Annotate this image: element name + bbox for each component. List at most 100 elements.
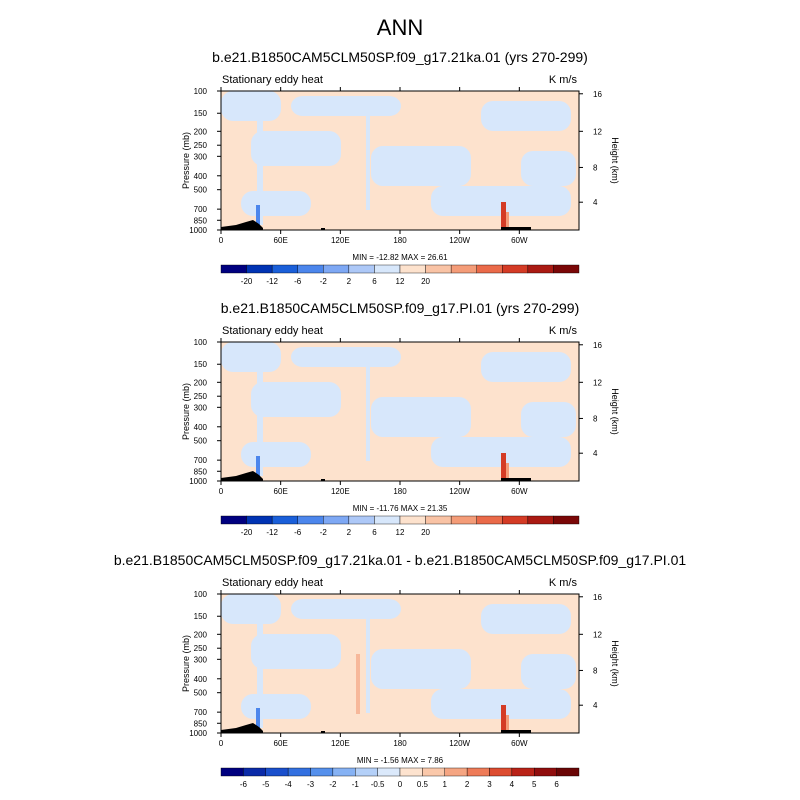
field-band [356, 654, 360, 714]
field-region [521, 402, 576, 437]
colorbar-swatch [243, 767, 266, 777]
colorbar-label: -6 [240, 780, 248, 789]
field-region [371, 397, 471, 437]
field-extreme-neg [256, 205, 260, 228]
colorbar-swatch [220, 767, 244, 777]
colorbar-swatch [527, 515, 554, 525]
panel-variable-label: Stationary eddy heat [222, 325, 323, 337]
colorbar-label: -12 [266, 528, 278, 537]
field-band [257, 357, 263, 476]
field-extreme-pos [501, 202, 506, 228]
colorbar-label: -6 [294, 528, 302, 537]
main-title: ANN [377, 15, 423, 40]
colorbar-label: 2 [347, 528, 352, 537]
colorbar-swatch [323, 515, 350, 525]
colorbar-label: -20 [241, 528, 253, 537]
height-tick-label: 8 [593, 666, 598, 675]
y-tick-label: 850 [194, 467, 208, 476]
y-tick-label: 100 [194, 338, 208, 347]
colorbar-swatch [246, 264, 273, 274]
y-tick-label: 400 [194, 172, 208, 181]
colorbar-swatch [246, 515, 273, 525]
field-band [366, 101, 370, 210]
y-tick-label: 1000 [189, 226, 207, 235]
panel-title: b.e21.B1850CAM5CLM50SP.f09_g17.21ka.01 (… [212, 49, 588, 65]
colorbar-swatch [297, 515, 324, 525]
field-region [371, 146, 471, 186]
y-tick-label: 850 [194, 216, 208, 225]
colorbar-swatch [527, 264, 554, 274]
y-tick-label: 500 [194, 437, 208, 446]
field-region [481, 101, 571, 131]
height-tick-label: 16 [593, 341, 602, 350]
colorbar-swatch [310, 767, 334, 777]
colorbar-swatch [444, 767, 468, 777]
x-tick-label: 60E [274, 487, 288, 496]
colorbar-label: -4 [285, 780, 293, 789]
field-band [257, 609, 263, 728]
height-tick-label: 4 [593, 198, 598, 207]
colorbar-label: -20 [241, 277, 253, 286]
y-tick-label: 150 [194, 612, 208, 621]
y-tick-label: 200 [194, 630, 208, 639]
y-tick-label: 500 [194, 186, 208, 195]
panel-variable-label: Stationary eddy heat [222, 74, 323, 86]
x-tick-label: 180 [393, 739, 407, 748]
x-tick-label: 60W [511, 487, 528, 496]
x-tick-label: 60E [274, 236, 288, 245]
colorbar-swatch [466, 767, 490, 777]
y-tick-label: 150 [194, 109, 208, 118]
x-tick-label: 0 [219, 487, 224, 496]
y-tick-label: 850 [194, 719, 208, 728]
y-tick-label: 250 [194, 392, 208, 401]
field-region [251, 382, 341, 417]
y-tick-label: 100 [194, 590, 208, 599]
colorbar-label: -2 [320, 528, 328, 537]
height-tick-label: 12 [593, 378, 602, 387]
colorbar-label: -12 [266, 277, 278, 286]
x-tick-label: 0 [219, 739, 224, 748]
y-tick-label: 500 [194, 689, 208, 698]
y-tick-label: 250 [194, 141, 208, 150]
colorbar-label: -3 [307, 780, 315, 789]
field-extreme-pos [501, 453, 506, 479]
colorbar-swatch [556, 767, 580, 777]
colorbar-label: 5 [532, 780, 537, 789]
y-tick-label: 300 [194, 152, 208, 161]
field-region [251, 131, 341, 166]
field-region [431, 186, 571, 216]
panel-title: b.e21.B1850CAM5CLM50SP.f09_g17.21ka.01 -… [114, 552, 687, 568]
field-region [291, 347, 401, 367]
colorbar-label: 1 [443, 780, 448, 789]
x-tick-label: 120E [331, 487, 350, 496]
panel-units-label: K m/s [549, 325, 578, 337]
y-tick-label: 400 [194, 675, 208, 684]
field-region [251, 634, 341, 669]
field-extreme-pos [506, 463, 509, 479]
colorbar-swatch [220, 264, 247, 274]
colorbar-swatch [332, 767, 356, 777]
colorbar-swatch [287, 767, 311, 777]
y-axis-right-title: Height (km) [610, 640, 620, 687]
colorbar-swatch [450, 264, 477, 274]
y-tick-label: 150 [194, 360, 208, 369]
colorbar-swatch [220, 515, 247, 525]
colorbar-label: 3 [487, 780, 492, 789]
panel-3: b.e21.B1850CAM5CLM50SP.f09_g17.21ka.01 -… [114, 552, 687, 789]
y-tick-label: 300 [194, 655, 208, 664]
colorbar-label: 12 [396, 528, 405, 537]
field-band [257, 106, 263, 225]
terrain [221, 471, 263, 481]
x-tick-label: 120W [449, 236, 470, 245]
height-tick-label: 4 [593, 701, 598, 710]
colorbar-swatch [374, 515, 401, 525]
panel-1: b.e21.B1850CAM5CLM50SP.f09_g17.21ka.01 (… [181, 49, 620, 286]
height-tick-label: 8 [593, 163, 598, 172]
colorbar-label: -2 [320, 277, 328, 286]
field-region [481, 604, 571, 634]
terrain [321, 228, 325, 230]
terrain [321, 731, 325, 733]
x-tick-label: 60E [274, 739, 288, 748]
terrain [221, 220, 263, 230]
